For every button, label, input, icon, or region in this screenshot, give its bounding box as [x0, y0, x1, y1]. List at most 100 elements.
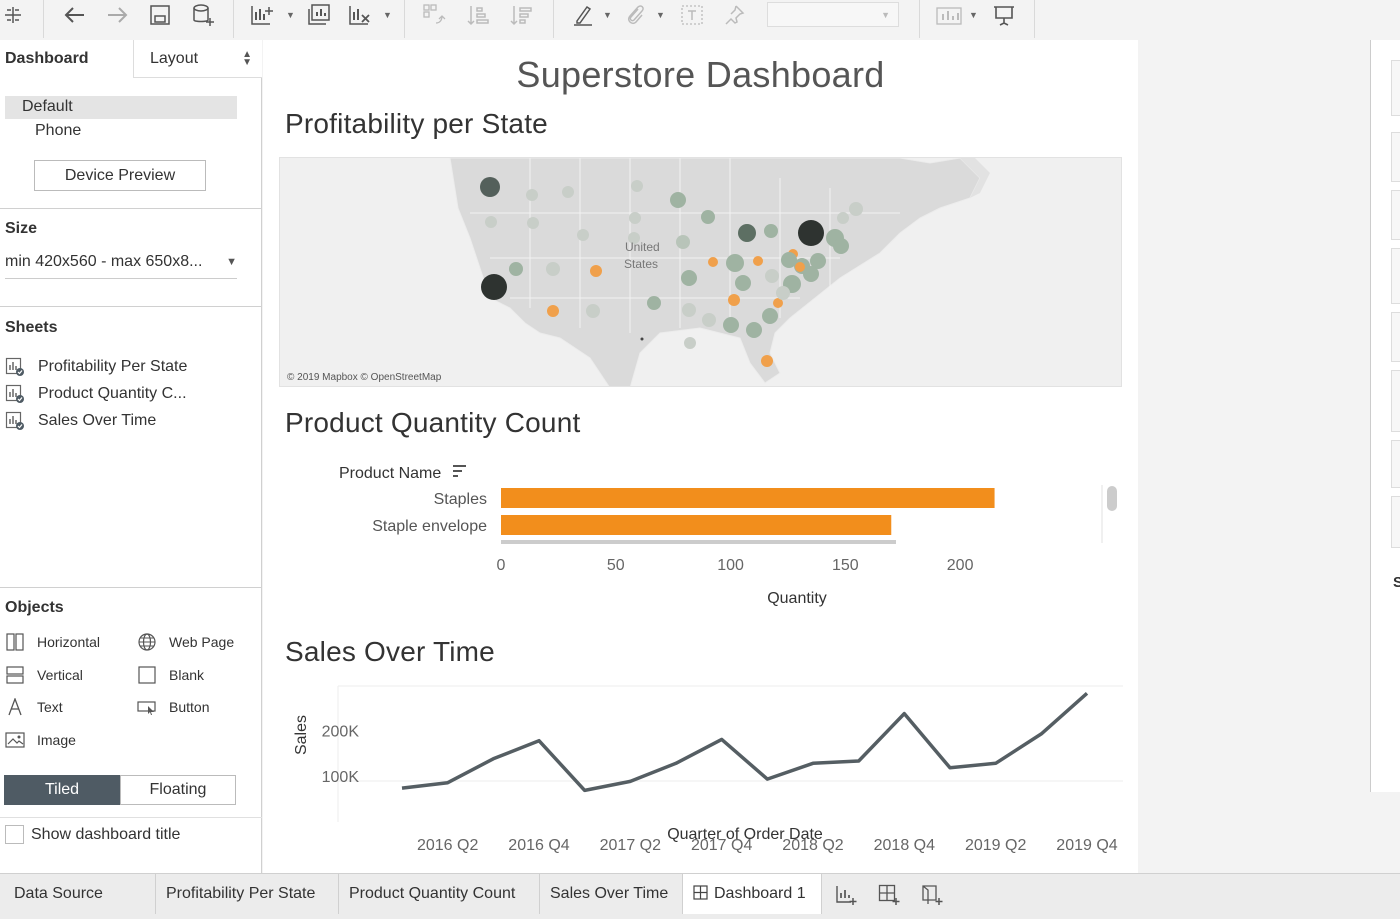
object-label: Web Page [169, 634, 235, 650]
sort-icon [453, 465, 466, 477]
globe-icon [137, 632, 157, 652]
sort-ascending-icon[interactable] [465, 2, 491, 28]
tab-product-quantity-count[interactable]: Product Quantity Count [339, 874, 540, 914]
object-label: Text [37, 699, 63, 715]
tab-label: Sales Over Time [550, 885, 669, 902]
new-dashboard-tab-icon[interactable] [878, 884, 900, 906]
object-vertical[interactable]: Vertical [5, 665, 83, 685]
sheet-item[interactable]: Product Quantity C... [5, 383, 187, 405]
bar-heading: Product Quantity Count [285, 407, 581, 438]
tab-label: Profitability Per State [166, 885, 316, 902]
profitability-map[interactable]: United States © 2019 Mapbox © OpenStreet… [279, 157, 1122, 387]
object-blank[interactable]: Blank [137, 665, 204, 685]
sort-descending-icon[interactable] [508, 2, 534, 28]
floating-button[interactable]: Floating [120, 775, 236, 805]
new-worksheet-tab-icon[interactable] [835, 884, 857, 906]
map-attribution: © 2019 Mapbox © OpenStreetMap [287, 372, 442, 383]
map-label-line1: United [625, 240, 660, 254]
x-tick-label: 2019 Q4 [1056, 837, 1117, 854]
tab-label: Data Source [14, 885, 103, 902]
swap-rows-columns-icon[interactable] [421, 2, 447, 28]
bar-category-label: Staples [434, 491, 487, 508]
object-web-page[interactable]: Web Page [137, 632, 234, 652]
presentation-mode-icon[interactable] [990, 2, 1018, 28]
x-tick-label: 2019 Q2 [965, 837, 1026, 854]
objects-section-title: Objects [5, 599, 64, 616]
map-state-markers [480, 177, 863, 367]
new-story-tab-icon[interactable] [921, 884, 943, 906]
show-labels-icon[interactable] [679, 2, 705, 28]
undo-icon[interactable] [60, 2, 88, 28]
new-data-source-icon[interactable] [190, 2, 216, 28]
x-tick-label: 200 [947, 557, 974, 574]
bar-chart: Product Name Staples Staple envelope 0 50 100… [339, 465, 1117, 607]
sheet-item[interactable]: Sales Over Time [5, 410, 156, 432]
worksheet-icon [5, 411, 25, 431]
line-x-axis-title: Quarter of Order Date [667, 826, 823, 843]
x-tick-label: 0 [497, 557, 506, 574]
sheets-section-title: Sheets [5, 319, 58, 336]
dashboard-tab[interactable]: Dashboard [5, 50, 89, 67]
show-title-checkbox[interactable] [5, 825, 24, 844]
x-tick-label: 100 [717, 557, 744, 574]
x-tick-label: 2016 Q4 [508, 837, 569, 854]
object-label: Vertical [37, 667, 83, 683]
object-label: Button [169, 699, 210, 715]
clear-sheet-icon[interactable] [346, 2, 374, 28]
dashboard-canvas: Superstore Dashboard Profitability per S… [263, 40, 1138, 873]
tab-sales-over-time[interactable]: Sales Over Time [540, 874, 683, 914]
device-option-default[interactable]: Default [5, 96, 237, 119]
tableau-logo-icon[interactable] [0, 2, 26, 28]
object-horizontal[interactable]: Horizontal [5, 632, 100, 652]
size-dropdown[interactable]: min 420x560 - max 650x8... ▼ [5, 253, 237, 279]
right-edge-panel: S [1370, 40, 1400, 792]
chevron-down-icon: ▼ [226, 256, 237, 268]
y-tick-label: 100K [322, 769, 360, 786]
dashboard-title: Superstore Dashboard [516, 54, 885, 95]
y-tick-label: 200K [322, 724, 360, 741]
object-label: Image [37, 732, 76, 748]
redo-icon[interactable] [104, 2, 132, 28]
duplicate-sheet-icon[interactable] [305, 2, 333, 28]
x-tick-label: 2017 Q4 [691, 837, 752, 854]
tab-dashboard-1[interactable]: Dashboard 1 [683, 874, 822, 914]
layout-tab[interactable]: Layout ▲ ▼ [133, 40, 262, 78]
fit-dropdown[interactable]: ▼ [767, 2, 899, 27]
map-label-line2: States [624, 257, 659, 271]
tab-data-source[interactable]: Data Source [0, 874, 156, 914]
sheet-item[interactable]: Profitability Per State [5, 356, 187, 378]
x-tick-label: 2018 Q2 [782, 837, 843, 854]
show-me-icon[interactable] [934, 2, 964, 28]
x-axis-title: Quantity [767, 590, 827, 607]
x-tick-label: 2017 Q2 [600, 837, 661, 854]
bar-scrollbar-v [1107, 486, 1117, 511]
bar-mark [501, 488, 995, 508]
map-svg [449, 158, 990, 386]
object-image[interactable]: Image [5, 730, 76, 750]
device-option-phone[interactable]: Phone [35, 122, 82, 139]
device-preview-button[interactable]: Device Preview [34, 160, 206, 191]
highlight-icon[interactable] [570, 2, 596, 28]
y-axis-title: Sales [293, 715, 310, 755]
tab-profitability-per-state[interactable]: Profitability Per State [156, 874, 339, 914]
pin-icon[interactable] [721, 2, 747, 28]
object-text[interactable]: Text [5, 697, 63, 717]
toolbar: ▼ ▼ ▼ ▼ ▼ ▼ [0, 0, 1400, 40]
object-label: Horizontal [37, 634, 101, 650]
bar-mark [501, 515, 892, 535]
worksheet-icon [5, 384, 25, 404]
x-tick-label: 2018 Q4 [874, 837, 935, 854]
save-icon[interactable] [148, 2, 172, 28]
updown-arrows-icon: ▲ ▼ [242, 49, 252, 68]
blank-icon [137, 665, 157, 685]
sheet-item-label: Sales Over Time [38, 412, 157, 429]
tab-label: Product Quantity Count [349, 885, 516, 902]
new-worksheet-icon[interactable] [248, 2, 276, 28]
group-paperclip-icon[interactable] [622, 2, 648, 28]
map-heading: Profitability per State [285, 108, 548, 139]
tiled-button[interactable]: Tiled [4, 775, 120, 805]
image-icon [5, 730, 25, 750]
horizontal-container-icon [5, 632, 25, 652]
x-tick-label: 150 [832, 557, 859, 574]
object-button[interactable]: Button [137, 697, 209, 717]
